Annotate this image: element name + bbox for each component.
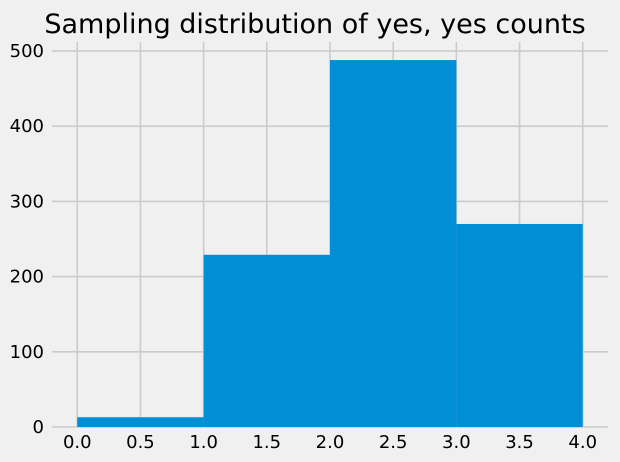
y-tick-label: 100 <box>10 342 44 363</box>
x-tick-label: 0.5 <box>126 432 155 453</box>
x-axis-ticks: 0.0 0.5 1.0 1.5 2.0 2.5 3.0 3.5 4.0 <box>63 432 597 453</box>
x-tick-label: 4.0 <box>568 432 597 453</box>
x-tick-label: 1.5 <box>252 432 281 453</box>
x-tick-label: 2.0 <box>316 432 345 453</box>
y-tick-label: 0 <box>33 417 44 438</box>
bars <box>77 60 583 427</box>
x-tick-label: 3.5 <box>505 432 534 453</box>
y-tick-label: 300 <box>10 191 44 212</box>
chart-title: Sampling distribution of yes, yes counts <box>44 9 585 40</box>
x-tick-label: 1.0 <box>189 432 218 453</box>
y-tick-label: 400 <box>10 116 44 137</box>
histogram-bar <box>330 60 457 427</box>
histogram-bar <box>77 417 204 427</box>
x-tick-label: 2.5 <box>379 432 408 453</box>
x-tick-label: 3.0 <box>442 432 471 453</box>
histogram-bar <box>456 223 583 427</box>
histogram-bar <box>203 254 330 427</box>
y-tick-label: 200 <box>10 267 44 288</box>
x-tick-label: 0.0 <box>63 432 92 453</box>
y-axis-ticks: 0 100 200 300 400 500 <box>10 41 44 438</box>
y-tick-label: 500 <box>10 41 44 62</box>
